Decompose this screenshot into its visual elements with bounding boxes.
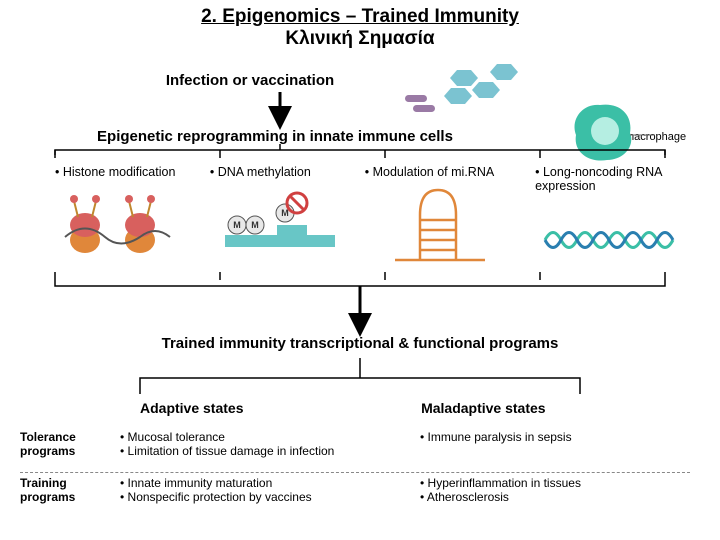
- state-maladaptive: Maladaptive states: [421, 400, 660, 416]
- histone-icon: [65, 195, 170, 253]
- dna-methylation-icon: M M M: [225, 193, 335, 247]
- mirna-icon: [395, 190, 485, 260]
- training-adaptive: Innate immunity maturation Nonspecific p…: [120, 476, 420, 504]
- svg-text:M: M: [251, 220, 259, 230]
- page-title-sub: Κλινική Σημασία: [0, 28, 720, 50]
- page-title-main: 2. Epigenomics – Trained Immunity: [0, 6, 720, 28]
- stage2-label: Epigenetic reprogramming in innate immun…: [0, 128, 550, 145]
- stage3-label: Trained immunity transcriptional & funct…: [0, 335, 720, 352]
- lncrna-icon: [545, 233, 673, 248]
- macrophage-label: macrophage: [625, 131, 686, 143]
- bracket-top: [55, 144, 665, 155]
- svg-text:M: M: [281, 208, 289, 218]
- training-maladaptive: Hyperinflammation in tissues Atheroscler…: [420, 476, 690, 504]
- dashed-separator: [20, 472, 690, 473]
- mech-histone-label: Histone modification: [55, 165, 175, 179]
- mechanisms-row: Histone modification DNA methylation Mod…: [55, 165, 690, 193]
- states-row: Adaptive states Maladaptive states: [140, 400, 660, 416]
- tolerance-adaptive: Mucosal tolerance Limitation of tissue d…: [120, 430, 420, 458]
- tolerance-maladaptive: Immune paralysis in sepsis: [420, 430, 690, 444]
- training-head: Training programs: [20, 476, 120, 504]
- stage1-label: Infection or vaccination: [0, 72, 500, 89]
- mech-mirna-label: Modulation of mi.RNA: [365, 165, 494, 179]
- mech-lncrna-label: Long-noncoding RNA expression: [535, 165, 662, 193]
- state-adaptive: Adaptive states: [140, 400, 421, 416]
- tolerance-head: Tolerance programs: [20, 430, 120, 458]
- mech-dna-label: DNA methylation: [210, 165, 311, 179]
- pathogen-bacilli: [405, 95, 435, 112]
- bracket-bottom: [55, 280, 665, 286]
- bracket-states: [140, 358, 580, 385]
- programs-grid: Tolerance programs Mucosal tolerance Lim…: [20, 430, 690, 504]
- svg-text:M: M: [233, 220, 241, 230]
